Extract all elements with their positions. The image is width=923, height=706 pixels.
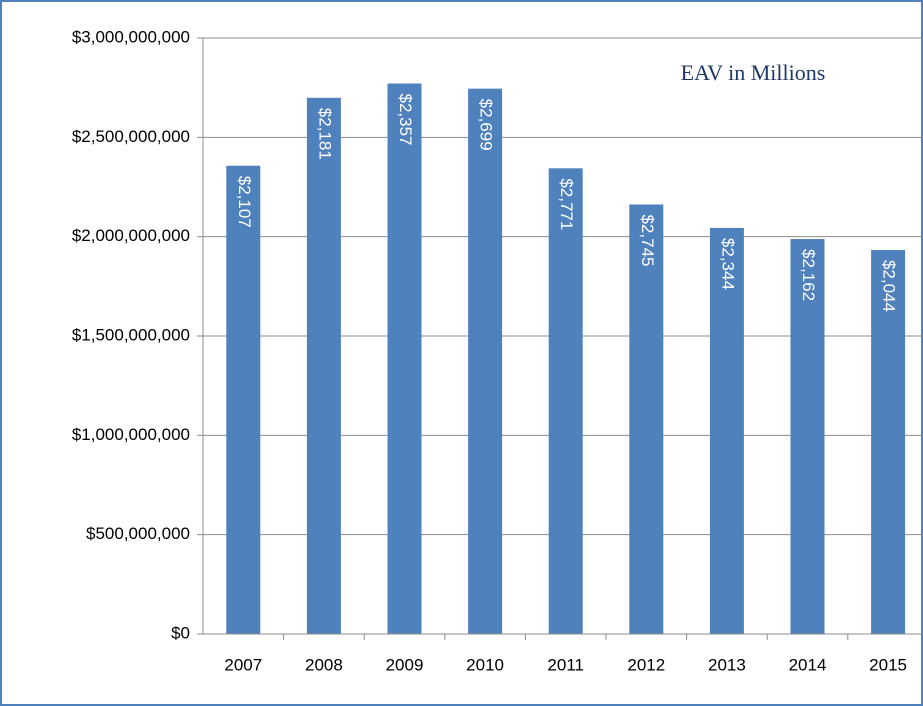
y-tick-label: $2,500,000,000 bbox=[72, 127, 190, 146]
x-tick-label: 2014 bbox=[789, 655, 827, 674]
y-tick-label: $500,000,000 bbox=[86, 524, 190, 543]
bar bbox=[871, 249, 906, 634]
y-tick-label: $1,000,000,000 bbox=[72, 425, 190, 444]
bar-label: $2,107 bbox=[235, 176, 254, 228]
x-tick-label: 2012 bbox=[627, 655, 665, 674]
annotation: EAV in Millions bbox=[681, 60, 826, 85]
x-tick-label: 2008 bbox=[305, 655, 343, 674]
bar-label: $2,181 bbox=[315, 108, 334, 160]
bar-label: $2,699 bbox=[477, 99, 496, 151]
x-tick-label: 2011 bbox=[547, 655, 584, 674]
x-tick-label: 2009 bbox=[386, 655, 424, 674]
y-tick-label: $0 bbox=[171, 623, 190, 642]
bar bbox=[226, 165, 261, 634]
bar-label: $2,162 bbox=[799, 249, 818, 301]
y-tick-label: $2,000,000,000 bbox=[72, 226, 190, 245]
bar bbox=[629, 204, 664, 634]
bar-label: $2,344 bbox=[718, 238, 737, 290]
bar bbox=[548, 168, 583, 635]
bar bbox=[468, 88, 503, 634]
x-tick-label: 2010 bbox=[466, 655, 504, 674]
x-tick-label: 2013 bbox=[708, 655, 746, 674]
bar-label: $2,745 bbox=[638, 214, 657, 266]
bar bbox=[306, 97, 341, 635]
y-tick-label: $1,500,000,000 bbox=[72, 325, 190, 344]
x-tick-label: 2015 bbox=[869, 655, 907, 674]
y-tick-label: $3,000,000,000 bbox=[72, 27, 190, 46]
bar bbox=[790, 239, 825, 634]
x-tick-label: 2007 bbox=[224, 655, 262, 674]
bar bbox=[387, 83, 422, 634]
bar-label: $2,357 bbox=[396, 93, 415, 145]
bar-label: $2,771 bbox=[557, 178, 576, 230]
bar-label: $2,044 bbox=[880, 260, 899, 312]
bar bbox=[709, 227, 744, 634]
